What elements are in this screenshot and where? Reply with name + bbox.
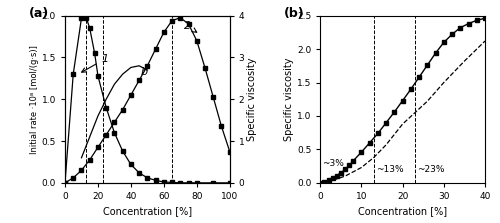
Text: 2: 2 <box>184 21 196 32</box>
Text: ~13%: ~13% <box>376 165 404 174</box>
Y-axis label: Initial rate ·10⁸ [mol/(g·s)]: Initial rate ·10⁸ [mol/(g·s)] <box>30 45 39 154</box>
Y-axis label: Specific viscosity: Specific viscosity <box>284 58 294 141</box>
X-axis label: Concentration [%]: Concentration [%] <box>103 206 192 217</box>
Text: ~23%: ~23% <box>417 165 444 174</box>
Text: 1: 1 <box>82 54 108 72</box>
Y-axis label: Specific viscosity: Specific viscosity <box>248 58 258 141</box>
Text: (b): (b) <box>284 7 304 20</box>
X-axis label: Concentration [%]: Concentration [%] <box>358 206 447 217</box>
Text: ~3%: ~3% <box>322 159 344 168</box>
Text: (a): (a) <box>29 7 49 20</box>
Text: b: b <box>141 67 148 77</box>
